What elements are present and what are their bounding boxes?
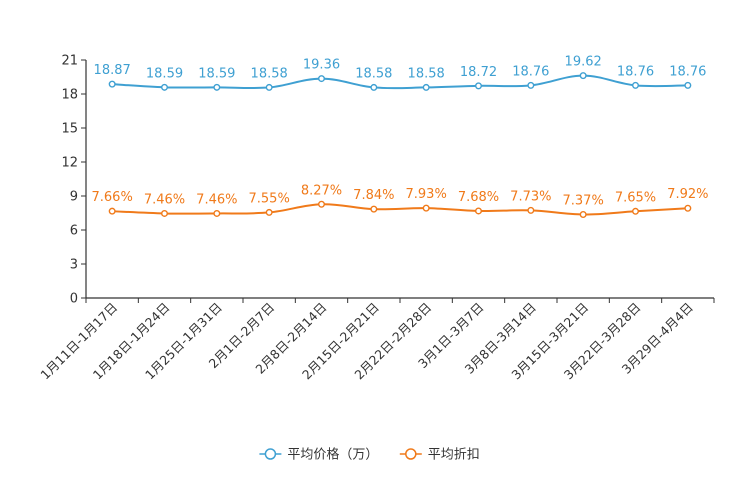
legend-marker-2[interactable] [405, 448, 417, 460]
data-label: 18.87 [94, 63, 131, 78]
data-point[interactable] [475, 82, 483, 90]
data-point[interactable] [265, 208, 273, 216]
data-label: 8.27% [301, 183, 342, 198]
series-line-2 [112, 203, 688, 216]
data-label: 7.66% [92, 190, 133, 205]
y-tick-label: 9 [70, 190, 78, 205]
data-label: 7.46% [196, 192, 237, 207]
data-label: 7.84% [353, 188, 394, 203]
data-label: 7.37% [563, 193, 604, 208]
data-label: 18.76 [669, 64, 706, 79]
data-label: 7.55% [249, 191, 290, 206]
data-point[interactable] [527, 81, 535, 89]
data-label: 18.58 [251, 66, 288, 81]
data-point[interactable] [318, 200, 326, 208]
data-point[interactable] [265, 83, 273, 91]
data-label: 18.76 [617, 64, 654, 79]
data-point[interactable] [213, 209, 221, 217]
data-label: 19.62 [565, 55, 602, 70]
data-label: 7.65% [615, 190, 656, 205]
data-label: 7.73% [510, 189, 551, 204]
data-label: 19.36 [303, 58, 340, 73]
y-tick-label: 21 [61, 54, 78, 69]
legend-label-2[interactable]: 平均折扣 [428, 448, 480, 463]
data-label: 18.59 [198, 66, 235, 81]
data-point[interactable] [160, 209, 168, 217]
data-point[interactable] [684, 81, 692, 89]
data-point[interactable] [632, 207, 640, 215]
data-point[interactable] [579, 210, 587, 218]
data-point[interactable] [108, 80, 116, 88]
y-tick-label: 15 [61, 122, 78, 137]
data-label: 18.59 [146, 66, 183, 81]
data-label: 7.92% [667, 187, 708, 202]
y-tick-label: 12 [61, 156, 78, 171]
data-label: 7.46% [144, 192, 185, 207]
data-point[interactable] [108, 207, 116, 215]
legend-marker-1[interactable] [264, 448, 277, 460]
data-point[interactable] [422, 83, 430, 91]
data-point[interactable] [422, 204, 430, 212]
data-point[interactable] [370, 205, 378, 213]
data-label: 18.58 [408, 66, 445, 81]
y-tick-label: 18 [61, 88, 78, 103]
data-point[interactable] [684, 204, 692, 212]
data-point[interactable] [632, 81, 640, 89]
legend-label-1[interactable]: 平均价格（万） [287, 447, 378, 463]
data-point[interactable] [213, 83, 221, 91]
data-label: 7.93% [406, 187, 447, 202]
data-point[interactable] [318, 75, 326, 83]
y-tick-label: 6 [70, 224, 78, 239]
data-point[interactable] [370, 83, 378, 91]
data-label: 7.68% [458, 190, 499, 205]
data-point[interactable] [475, 207, 483, 215]
series-line-1 [112, 74, 688, 90]
data-point[interactable] [527, 206, 535, 214]
data-label: 18.58 [355, 66, 392, 81]
data-label: 18.76 [512, 64, 549, 79]
y-tick-label: 3 [70, 258, 78, 273]
y-tick-label: 0 [70, 292, 78, 307]
data-label: 18.72 [460, 65, 497, 80]
data-point[interactable] [579, 72, 587, 80]
data-point[interactable] [160, 83, 168, 91]
